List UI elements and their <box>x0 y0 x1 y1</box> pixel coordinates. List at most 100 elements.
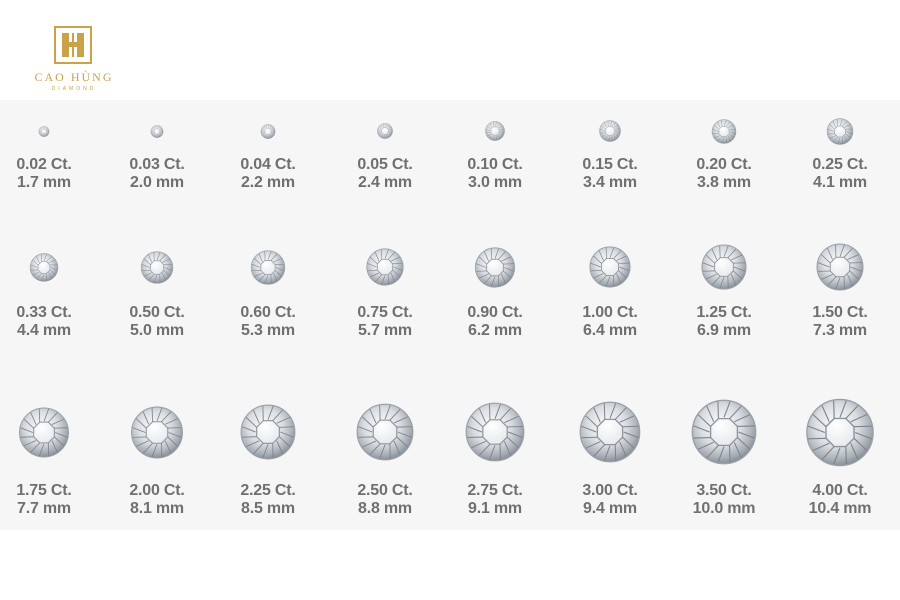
diameter-mm-label: 2.0 mm <box>130 174 184 191</box>
diamond-icon <box>711 118 737 144</box>
diamond-item: 0.05 Ct. 2.4 mm <box>335 0 435 191</box>
diamond-item: 0.90 Ct. 6.2 mm <box>445 0 545 339</box>
carat-weight-label: 2.75 Ct. <box>467 482 523 499</box>
diamond-label: 3.50 Ct. 10.0 mm <box>674 482 774 518</box>
carat-weight-label: 0.02 Ct. <box>16 156 72 173</box>
carat-weight-label: 2.50 Ct. <box>357 482 413 499</box>
diamond-icon <box>240 404 296 460</box>
diamond-label: 0.15 Ct. 3.4 mm <box>560 156 660 192</box>
diamond-item: 3.50 Ct. 10.0 mm <box>674 0 774 517</box>
carat-weight-label: 4.00 Ct. <box>812 482 868 499</box>
diamond-icon <box>579 401 641 463</box>
diamond-label: 0.50 Ct. 5.0 mm <box>107 304 207 340</box>
diamond-label: 0.05 Ct. 2.4 mm <box>335 156 435 192</box>
brand-monogram-icon <box>54 26 92 64</box>
diamond-label: 0.75 Ct. 5.7 mm <box>335 304 435 340</box>
diamond-icon <box>29 252 59 282</box>
diamond-icon <box>465 402 525 462</box>
diamond-icon <box>816 243 864 291</box>
diamond-label: 2.25 Ct. 8.5 mm <box>218 482 318 518</box>
diamond-item: 0.75 Ct. 5.7 mm <box>335 0 435 339</box>
diamond-item: 2.25 Ct. 8.5 mm <box>218 0 318 517</box>
diameter-mm-label: 6.2 mm <box>468 322 522 339</box>
diameter-mm-label: 2.2 mm <box>241 174 295 191</box>
diamond-item: 4.00 Ct. 10.4 mm <box>790 0 890 517</box>
diamond-label: 0.90 Ct. 6.2 mm <box>445 304 545 340</box>
diameter-mm-label: 9.1 mm <box>468 500 522 517</box>
diamond-icon <box>701 244 747 290</box>
diamond-label: 0.60 Ct. 5.3 mm <box>218 304 318 340</box>
diamond-label: 0.04 Ct. 2.2 mm <box>218 156 318 192</box>
diameter-mm-label: 5.0 mm <box>130 322 184 339</box>
diamond-icon <box>250 249 286 285</box>
diamond-label: 0.25 Ct. 4.1 mm <box>790 156 890 192</box>
diamond-icon <box>140 250 174 284</box>
carat-weight-label: 1.25 Ct. <box>696 304 752 321</box>
brand-logo: CAO HÙNG DIAMOND <box>26 26 122 96</box>
carat-weight-label: 2.00 Ct. <box>129 482 185 499</box>
carat-weight-label: 0.50 Ct. <box>129 304 185 321</box>
diamond-icon <box>19 407 69 457</box>
diamond-label: 1.75 Ct. 7.7 mm <box>0 482 94 518</box>
carat-weight-label: 0.03 Ct. <box>129 156 185 173</box>
carat-weight-label: 0.04 Ct. <box>240 156 296 173</box>
diameter-mm-label: 4.4 mm <box>17 322 71 339</box>
diamond-item: 0.33 Ct. 4.4 mm <box>0 0 94 339</box>
diamond-item: 1.75 Ct. 7.7 mm <box>0 0 94 517</box>
diamond-label: 3.00 Ct. 9.4 mm <box>560 482 660 518</box>
diamond-icon <box>806 398 874 466</box>
diameter-mm-label: 6.9 mm <box>697 322 751 339</box>
diamond-item: 0.20 Ct. 3.8 mm <box>674 0 774 191</box>
diamond-label: 0.02 Ct. 1.7 mm <box>0 156 94 192</box>
diameter-mm-label: 5.7 mm <box>358 322 412 339</box>
diamond-item: 0.03 Ct. 2.0 mm <box>107 0 207 191</box>
diameter-mm-label: 10.0 mm <box>692 500 756 517</box>
carat-weight-label: 1.00 Ct. <box>582 304 638 321</box>
carat-weight-label: 0.10 Ct. <box>467 156 523 173</box>
diamond-icon <box>474 246 516 288</box>
diameter-mm-label: 4.1 mm <box>813 174 867 191</box>
diamond-item: 1.00 Ct. 6.4 mm <box>560 0 660 339</box>
carat-weight-label: 1.75 Ct. <box>16 482 72 499</box>
diamond-label: 0.03 Ct. 2.0 mm <box>107 156 207 192</box>
diamond-icon <box>38 125 50 137</box>
diamond-label: 0.10 Ct. 3.0 mm <box>445 156 545 192</box>
diamond-label: 1.50 Ct. 7.3 mm <box>790 304 890 340</box>
diamond-item: 0.50 Ct. 5.0 mm <box>107 0 207 339</box>
diamond-icon <box>131 406 183 458</box>
carat-weight-label: 0.60 Ct. <box>240 304 296 321</box>
diameter-mm-label: 2.4 mm <box>358 174 412 191</box>
carat-weight-label: 0.20 Ct. <box>696 156 752 173</box>
brand-tagline: DIAMOND <box>51 86 97 92</box>
diamond-icon <box>826 117 854 145</box>
diamond-size-chart-panel <box>0 100 900 530</box>
diameter-mm-label: 8.1 mm <box>130 500 184 517</box>
diameter-mm-label: 7.3 mm <box>813 322 867 339</box>
diamond-label: 0.20 Ct. 3.8 mm <box>674 156 774 192</box>
diamond-label: 1.00 Ct. 6.4 mm <box>560 304 660 340</box>
diamond-label: 0.33 Ct. 4.4 mm <box>0 304 94 340</box>
carat-weight-label: 0.15 Ct. <box>582 156 638 173</box>
diameter-mm-label: 8.8 mm <box>358 500 412 517</box>
carat-weight-label: 0.90 Ct. <box>467 304 523 321</box>
diameter-mm-label: 1.7 mm <box>17 174 71 191</box>
diamond-icon <box>356 403 414 461</box>
diamond-item: 0.04 Ct. 2.2 mm <box>218 0 318 191</box>
carat-weight-label: 2.25 Ct. <box>240 482 296 499</box>
diameter-mm-label: 9.4 mm <box>583 500 637 517</box>
diamond-icon <box>260 123 276 139</box>
diameter-mm-label: 5.3 mm <box>241 322 295 339</box>
diamond-item: 2.75 Ct. 9.1 mm <box>445 0 545 517</box>
diameter-mm-label: 3.8 mm <box>697 174 751 191</box>
carat-weight-label: 0.33 Ct. <box>16 304 72 321</box>
diamond-item: 0.25 Ct. 4.1 mm <box>790 0 890 191</box>
carat-weight-label: 3.00 Ct. <box>582 482 638 499</box>
diameter-mm-label: 3.4 mm <box>583 174 637 191</box>
diamond-icon <box>485 121 505 141</box>
diamond-item: 0.15 Ct. 3.4 mm <box>560 0 660 191</box>
diamond-item: 1.50 Ct. 7.3 mm <box>790 0 890 339</box>
diamond-label: 2.50 Ct. 8.8 mm <box>335 482 435 518</box>
diamond-icon <box>691 399 757 465</box>
diamond-icon <box>150 124 164 138</box>
diamond-label: 2.75 Ct. 9.1 mm <box>445 482 545 518</box>
